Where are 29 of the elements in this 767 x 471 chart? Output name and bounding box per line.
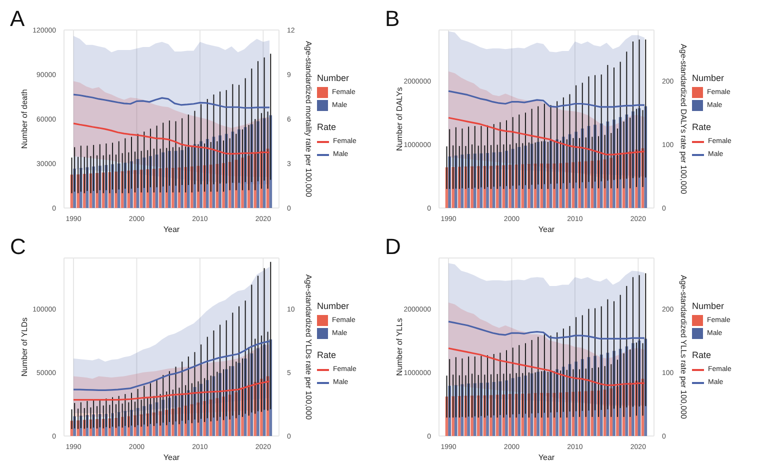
y2-axis-title: Age-standardized DALYs rate per 100,000 [679, 44, 688, 195]
x-axis-title: Year [538, 225, 555, 234]
text: Rate [317, 350, 336, 360]
x-axis-title: Year [163, 225, 180, 234]
chart-title: B [385, 6, 400, 31]
line-series [72, 94, 270, 109]
y-axis-title: Number of DALYs [394, 87, 404, 151]
text: Number [692, 73, 724, 83]
y2-axis-title: Age-standardized YLDs rate per 100,000 [304, 274, 314, 420]
text: Number [317, 301, 350, 311]
line-series [448, 347, 646, 386]
text: Rate [692, 350, 712, 360]
line-series [72, 122, 270, 155]
text: Rate [692, 122, 712, 132]
y2-axis-title: Age-standardized YLLs rate per 100,000 [679, 275, 688, 420]
line-series [72, 380, 270, 401]
text: Rate [317, 122, 336, 132]
line-series [448, 116, 646, 156]
y-axis-title: Number of YLDs [20, 318, 29, 376]
y-axis-title: Number of death [20, 89, 29, 149]
text: Number [317, 73, 350, 83]
chart-title: C [10, 234, 26, 259]
text: Number [692, 301, 724, 311]
chart-title: D [385, 234, 401, 259]
x-axis-title: Year [163, 453, 180, 462]
chart-title: A [10, 6, 25, 31]
x-axis-title: Year [538, 453, 555, 462]
y-axis-title: Number of YLLs [394, 318, 404, 376]
y2-axis-title: Age-standardized mortality rate per 100,000 [304, 40, 314, 198]
